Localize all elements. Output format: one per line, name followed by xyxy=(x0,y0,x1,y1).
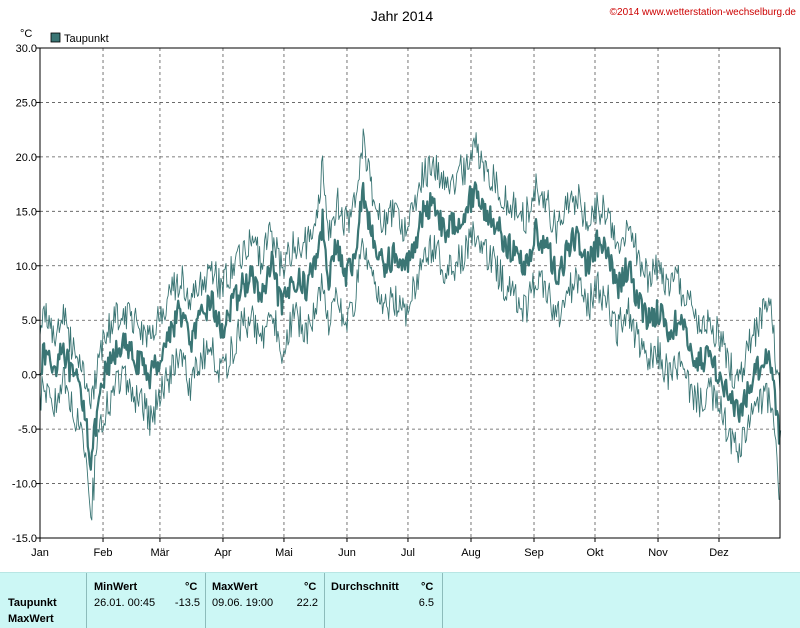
stats-separator xyxy=(86,573,87,628)
y-tick-label: -15.0 xyxy=(12,533,37,545)
y-tick-label: 15.0 xyxy=(16,206,37,218)
stats-separator xyxy=(205,573,206,628)
x-tick-label: Apr xyxy=(214,547,231,559)
x-tick-label: Feb xyxy=(94,547,113,559)
y-tick-label: 25.0 xyxy=(16,97,37,109)
max-unit-header: °C xyxy=(304,581,317,593)
row-label-taupunkt: Taupunkt xyxy=(8,597,57,609)
series-line-taupunkt xyxy=(39,181,782,471)
series-line-minwert xyxy=(39,221,780,521)
min-datetime: 26.01. 00:45 xyxy=(94,597,156,609)
series-layer xyxy=(39,128,782,521)
x-tick-label: Sep xyxy=(524,547,544,559)
x-tick-label: Jun xyxy=(338,547,356,559)
min-value: -13.5 xyxy=(174,597,200,609)
x-tick-label: Nov xyxy=(648,547,668,559)
chart-title: Jahr 2014 xyxy=(371,8,433,24)
copyright-text: ©2014 www.wetterstation-wechselburg.de xyxy=(610,7,797,18)
stats-separator xyxy=(324,573,325,628)
max-value: 22.2 xyxy=(296,597,318,609)
dewpoint-chart: Jahr 2014 ©2014 www.wetterstation-wechse… xyxy=(12,7,797,559)
x-tick-label: Aug xyxy=(461,547,481,559)
y-tick-label: 20.0 xyxy=(16,152,37,164)
stats-panel: MinWert °C MaxWert °C Durchschnitt °C Ta… xyxy=(0,572,800,628)
row-label-maxwert: MaxWert xyxy=(8,613,54,625)
avg-value: 6.5 xyxy=(418,597,434,609)
x-tick-label: Jan xyxy=(31,547,49,559)
x-tick-label: Jul xyxy=(401,547,415,559)
min-header: MinWert xyxy=(94,581,138,593)
max-header: MaxWert xyxy=(212,581,258,593)
min-unit-header: °C xyxy=(185,581,198,593)
x-tick-label: Dez xyxy=(709,547,729,559)
avg-header: Durchschnitt xyxy=(331,581,399,593)
x-tick-label: Mai xyxy=(275,547,293,559)
x-axis: Jan Feb Mär Apr Mai Jun Jul Aug Sep Okt Nov Dez xyxy=(31,538,729,559)
y-axis: -15.0 -10.0 -5.0 0.0 5.0 10.0 15.0 20.0 25.0 30.0 xyxy=(12,43,40,545)
y-unit-label: °C xyxy=(20,28,32,40)
y-tick-label: 0.0 xyxy=(22,370,37,382)
plot-frame xyxy=(39,47,781,539)
max-datetime: 09.06. 19:00 xyxy=(212,597,274,609)
y-tick-label: 10.0 xyxy=(16,261,37,273)
y-tick-label: 30.0 xyxy=(16,43,37,55)
grid xyxy=(40,48,780,538)
avg-unit-header: °C xyxy=(421,581,434,593)
legend-swatch xyxy=(50,32,61,43)
y-tick-label: 5.0 xyxy=(22,315,37,327)
x-tick-label: Mär xyxy=(150,547,169,559)
legend-label: Taupunkt xyxy=(64,33,109,45)
series-line-maxwert xyxy=(39,128,781,410)
y-tick-label: -5.0 xyxy=(18,424,37,436)
stats-separator xyxy=(442,573,443,628)
x-tick-label: Okt xyxy=(586,547,603,559)
y-tick-label: -10.0 xyxy=(12,479,37,491)
